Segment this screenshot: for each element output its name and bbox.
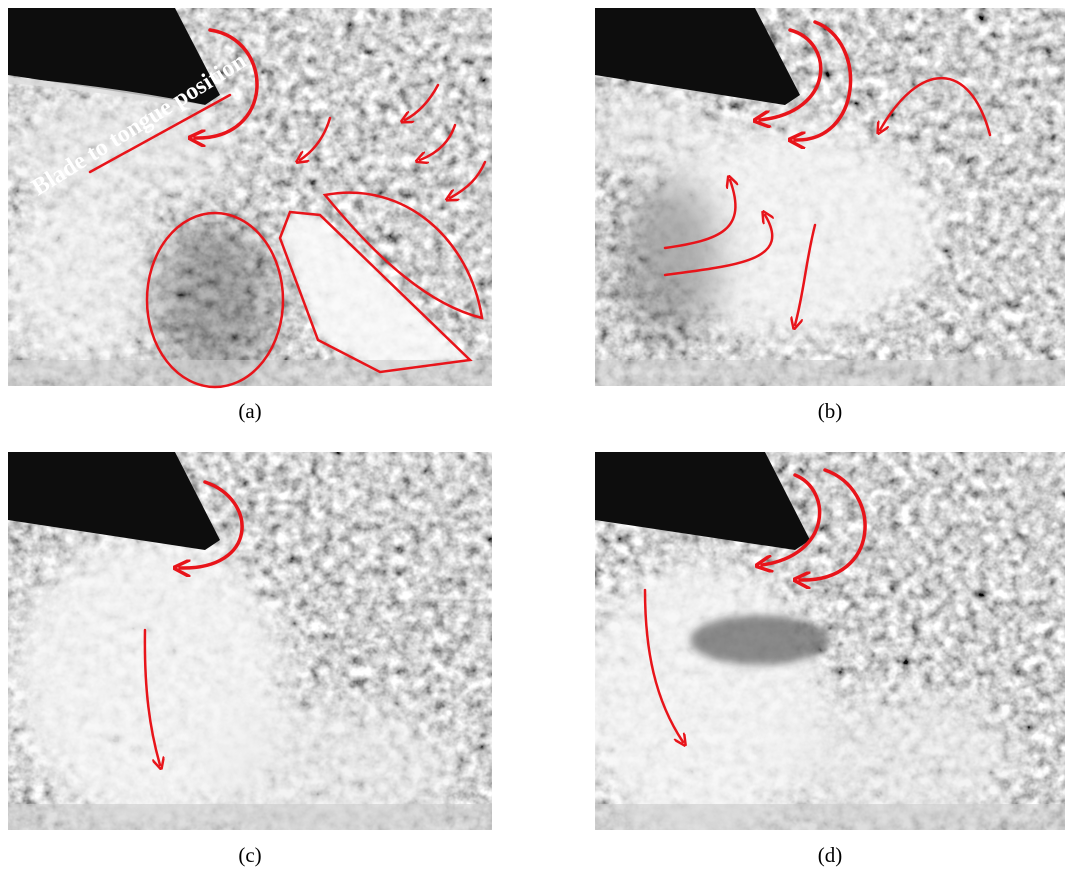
- caption: (c): [238, 843, 261, 867]
- photo-d: [595, 452, 1065, 830]
- photo-b: [595, 8, 1065, 386]
- photo-c: [8, 452, 492, 830]
- annotations-c: [143, 480, 244, 765]
- caption: (a): [238, 399, 261, 423]
- caption: (d): [818, 843, 843, 867]
- caption: (b): [818, 399, 843, 423]
- photo-a: [8, 8, 492, 386]
- annotations-d: [643, 468, 867, 742]
- annotations-b: [663, 20, 992, 325]
